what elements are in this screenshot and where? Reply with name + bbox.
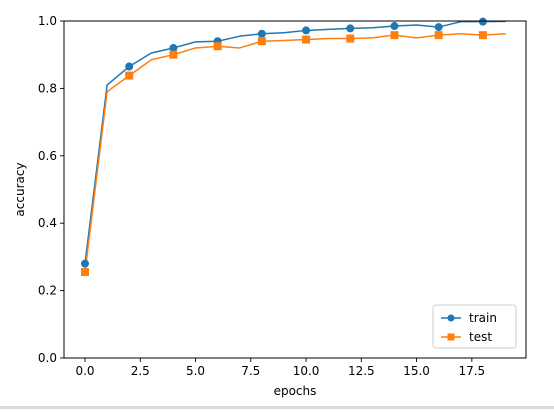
legend-label-train: train — [469, 311, 497, 325]
data-point-test-6 — [213, 42, 222, 51]
y-tick-label: 0.4 — [38, 216, 57, 230]
y-tick-label: 1.0 — [38, 14, 57, 28]
data-point-train-10 — [302, 26, 311, 35]
legend-label-test: test — [469, 330, 492, 344]
legend: train test — [432, 304, 517, 349]
data-point-test-14 — [390, 31, 399, 40]
data-point-train-0 — [81, 259, 89, 268]
axes-frame — [63, 20, 527, 359]
data-point-test-4 — [169, 50, 178, 59]
y-tick-label: 0.0 — [38, 351, 57, 365]
data-point-train-12 — [346, 24, 355, 33]
plot-area — [64, 21, 526, 358]
x-axis-label: epochs — [274, 384, 317, 398]
y-tick-label: 0.8 — [38, 81, 57, 95]
x-tick-label: 12.5 — [348, 364, 375, 378]
data-point-test-16 — [434, 31, 443, 40]
plot-layer — [64, 17, 526, 358]
legend-marker-test — [447, 333, 455, 341]
data-point-test-8 — [257, 37, 266, 46]
x-tick-label: 5.0 — [186, 364, 205, 378]
y-tick-label: 0.6 — [38, 149, 57, 163]
data-point-train-2 — [125, 62, 134, 71]
data-point-train-14 — [390, 22, 399, 31]
x-tick-label: 10.0 — [293, 364, 320, 378]
axes-layer: 0.0 2.5 5.0 7.5 10.0 12.5 15.0 17.5 0.0 0.2 0.4 0.6… — [13, 14, 527, 398]
legend-marker-train — [447, 314, 455, 322]
data-point-train-18 — [478, 17, 487, 26]
y-tick-label: 0.2 — [38, 284, 57, 298]
x-tick-label: 7.5 — [241, 364, 260, 378]
data-point-test-18 — [478, 31, 487, 40]
x-tick-label: 15.0 — [403, 364, 430, 378]
data-point-train-16 — [434, 23, 443, 32]
window-bottom-edge — [0, 406, 554, 409]
data-point-test-12 — [346, 34, 355, 43]
y-axis-label: accuracy — [13, 162, 27, 216]
data-point-train-4 — [169, 43, 178, 52]
x-tick-label: 2.5 — [131, 364, 150, 378]
series-lines — [81, 17, 506, 277]
x-tick-label: 17.5 — [458, 364, 485, 378]
data-point-test-0 — [81, 268, 89, 277]
x-tick-label: 0.0 — [75, 364, 94, 378]
data-point-test-10 — [302, 35, 311, 44]
data-point-train-8 — [257, 29, 266, 38]
data-point-test-2 — [125, 71, 134, 80]
